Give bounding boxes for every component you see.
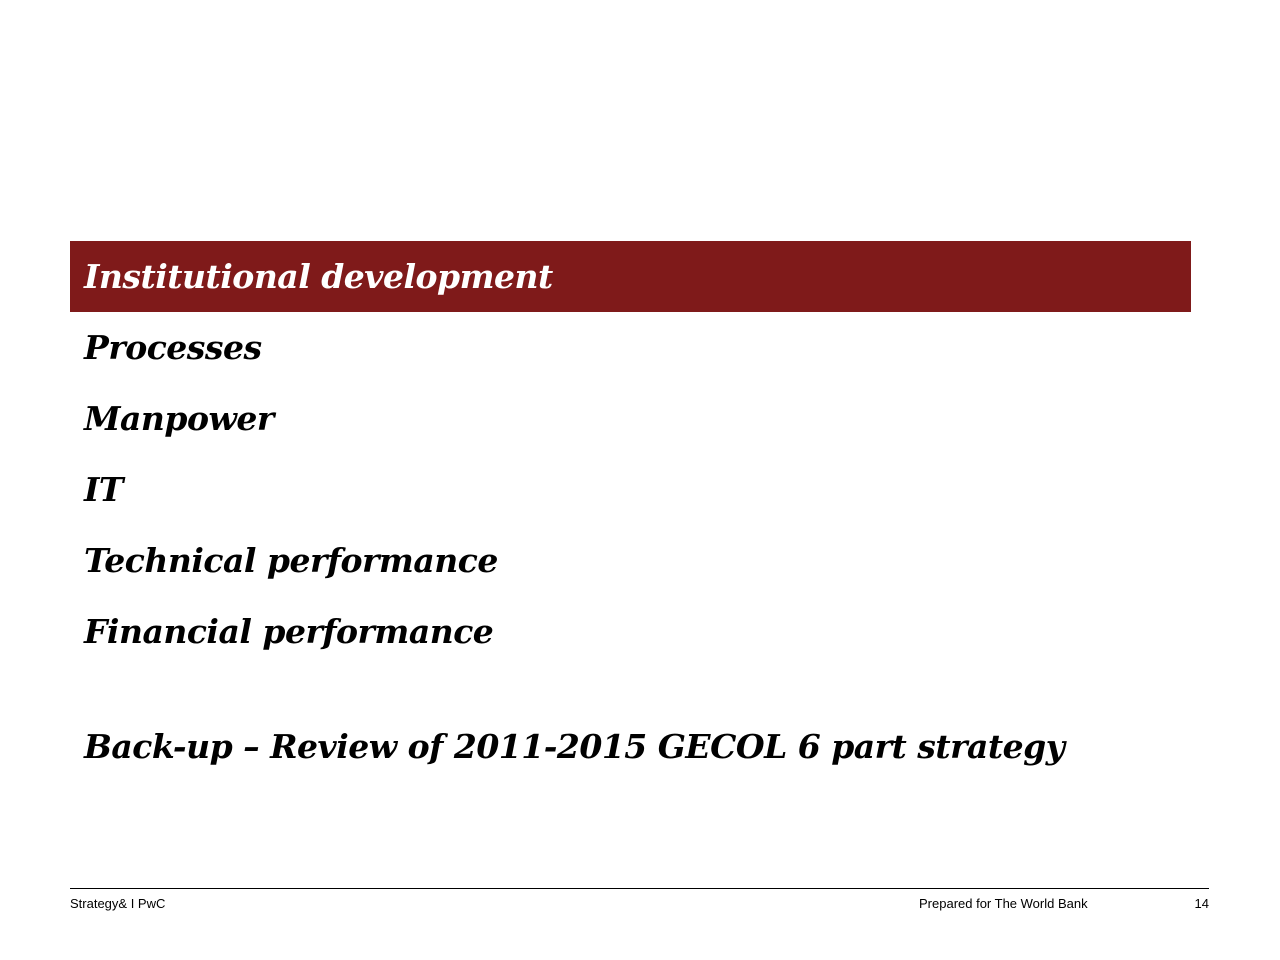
footer-rule	[70, 888, 1209, 889]
backup-heading: Back-up – Review of 2011-2015 GECOL 6 pa…	[84, 727, 1065, 766]
footer-left: Strategy& I PwC	[70, 896, 166, 911]
footer-center: Prepared for The World Bank	[919, 896, 1088, 911]
page-number: 14	[1194, 896, 1209, 911]
section-item: Institutional development	[70, 241, 1191, 312]
section-item: IT	[84, 470, 124, 509]
section-item: Processes	[84, 328, 262, 367]
section-item: Technical performance	[84, 541, 498, 580]
section-item: Financial performance	[84, 612, 494, 651]
section-item: Manpower	[84, 399, 274, 438]
